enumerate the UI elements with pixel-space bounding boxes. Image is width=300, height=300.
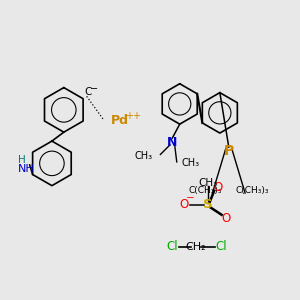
Text: CH₃: CH₃ (198, 178, 218, 188)
Text: CH₃: CH₃ (135, 151, 153, 161)
Text: NH: NH (18, 164, 34, 174)
Text: −: − (90, 84, 98, 94)
Text: ++: ++ (125, 111, 141, 121)
Text: Cl: Cl (215, 240, 227, 253)
Text: S: S (203, 199, 213, 212)
Text: CH₃: CH₃ (181, 158, 199, 168)
Text: H: H (18, 155, 26, 165)
Text: O: O (180, 199, 189, 212)
Text: −: − (186, 194, 194, 203)
Text: C(CH₃)₃: C(CH₃)₃ (236, 186, 269, 195)
Text: O: O (221, 212, 230, 225)
Text: C: C (85, 87, 92, 97)
Text: P: P (224, 145, 234, 158)
Text: N: N (167, 136, 178, 149)
Text: O: O (214, 181, 223, 194)
Text: CH₂: CH₂ (186, 242, 206, 252)
Text: Cl: Cl (167, 240, 178, 253)
Text: Pd: Pd (111, 114, 129, 127)
Text: C(CH₃)₃: C(CH₃)₃ (188, 186, 222, 195)
